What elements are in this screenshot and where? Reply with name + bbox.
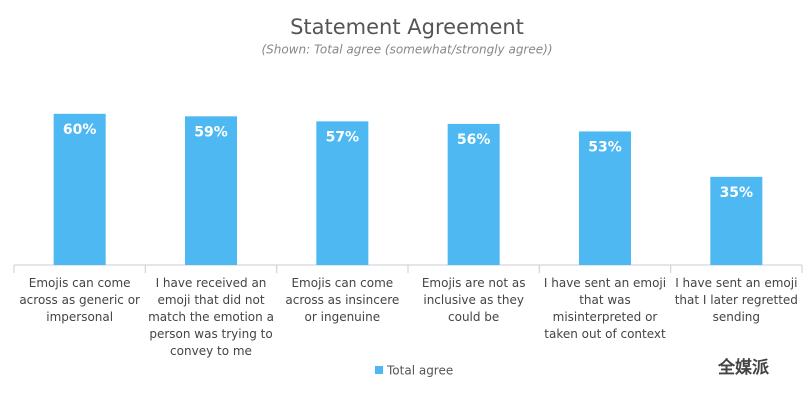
x-tick-label: I have received an emoji that did not ma… <box>148 276 274 358</box>
chart-title: Statement Agreement <box>290 15 524 39</box>
x-tick-label: Emojis are not as inclusive as they coul… <box>421 276 526 324</box>
bar <box>316 121 369 265</box>
value-label: 59% <box>194 124 228 140</box>
value-label: 35% <box>720 185 754 201</box>
x-tick-label: Emojis can come across as generic or imp… <box>19 276 140 324</box>
value-label: 53% <box>588 139 622 155</box>
x-tick-label: I have sent an emoji that was misinterpr… <box>543 276 667 341</box>
bar <box>53 113 106 265</box>
watermark: 全媒派 <box>717 357 770 378</box>
bar <box>579 131 631 265</box>
value-label: 57% <box>326 129 360 145</box>
x-tick-label: Emojis can come across as insincere or i… <box>285 276 400 324</box>
bar <box>447 123 500 265</box>
bar <box>185 116 237 265</box>
x-tick-label: I have sent an emoji that I later regret… <box>674 276 798 324</box>
bar <box>710 176 763 265</box>
value-label: 60% <box>63 122 97 138</box>
legend-label: Total agree <box>386 364 453 378</box>
value-label: 56% <box>457 132 491 148</box>
legend-swatch <box>375 366 383 374</box>
chart-subtitle: (Shown: Total agree (somewhat/strongly a… <box>261 43 552 57</box>
